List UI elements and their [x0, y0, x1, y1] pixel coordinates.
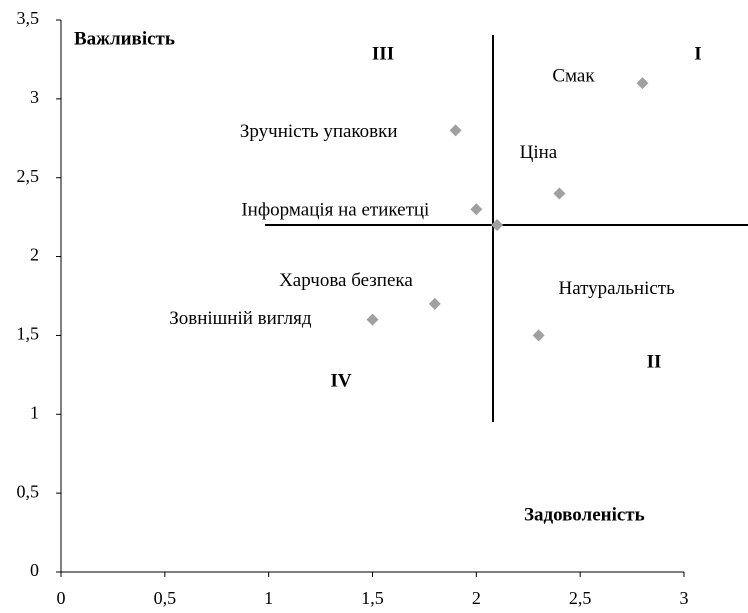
y-tick-label: 1,5: [17, 324, 40, 344]
point: [491, 219, 504, 232]
point-label: Ціна: [520, 142, 558, 163]
point-label: Харчова безпека: [279, 270, 413, 291]
point-label: Смак: [552, 65, 595, 86]
x-axis-title: Задоволеність: [524, 504, 645, 525]
x-tick-label: 3: [680, 588, 689, 608]
point-label: Натуральність: [558, 278, 675, 299]
point: [636, 77, 649, 90]
y-tick-label: 3,5: [17, 8, 40, 28]
x-tick-label: 2,5: [569, 588, 592, 608]
point: [366, 313, 379, 326]
point: [553, 187, 566, 200]
x-tick-label: 2: [472, 588, 481, 608]
y-tick-label: 2,5: [17, 166, 40, 186]
x-tick-label: 0: [57, 588, 66, 608]
quadrant-label: III: [372, 43, 394, 64]
point: [470, 203, 483, 216]
x-tick-label: 0,5: [154, 588, 177, 608]
quadrant-label: I: [694, 43, 701, 64]
quadrant-label: II: [647, 351, 662, 372]
quadrant-label: IV: [330, 370, 351, 391]
x-tick-label: 1,5: [361, 588, 384, 608]
y-tick-label: 2: [30, 245, 39, 265]
point-label: Інформація на етикетці: [241, 200, 429, 221]
point-label: Зовнішній вигляд: [169, 308, 312, 329]
point: [532, 329, 545, 342]
y-axis-title: Важливість: [74, 28, 175, 49]
point-label: Зручність упаковки: [240, 121, 398, 142]
y-tick-label: 3: [30, 87, 39, 107]
point: [449, 124, 462, 137]
y-tick-label: 0,5: [17, 481, 40, 501]
point: [428, 297, 441, 310]
y-tick-label: 1: [30, 402, 39, 422]
y-tick-label: 0: [30, 560, 39, 580]
x-tick-label: 1: [264, 588, 273, 608]
